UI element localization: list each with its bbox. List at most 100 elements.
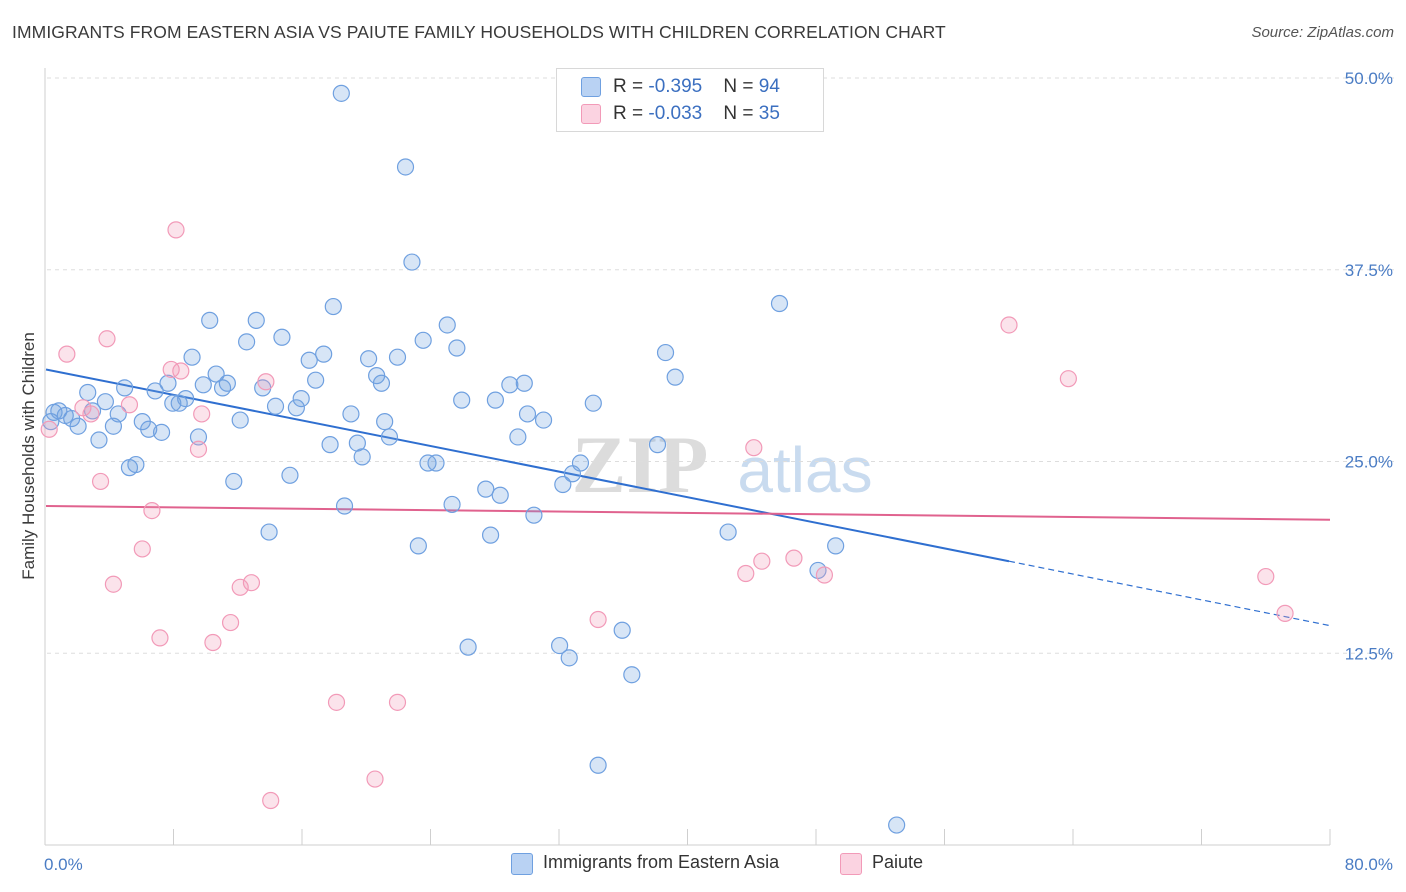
legend-swatch-eastern-asia xyxy=(581,77,601,97)
point-eastern-asia-89 xyxy=(666,368,684,386)
point-eastern-asia-46 xyxy=(332,84,350,102)
point-eastern-asia-19 xyxy=(159,374,177,392)
point-paiute-1 xyxy=(58,345,76,363)
point-eastern-asia-82 xyxy=(571,454,590,472)
point-eastern-asia-76 xyxy=(525,506,543,524)
legend-label-paiute: Paiute xyxy=(872,852,924,872)
grid-lines xyxy=(47,77,1394,654)
point-eastern-asia-54 xyxy=(376,413,394,431)
series-legend: Immigrants from Eastern Asia Paiute xyxy=(0,851,1406,877)
point-eastern-asia-74 xyxy=(515,374,533,392)
point-eastern-asia-27 xyxy=(207,365,225,383)
r-value: -0.395 xyxy=(648,76,703,97)
point-paiute-14 xyxy=(189,440,208,458)
point-eastern-asia-91 xyxy=(770,294,789,313)
watermark: ZIP atlas xyxy=(572,419,873,510)
point-paiute-31 xyxy=(1000,316,1018,334)
n-label: N = xyxy=(723,103,759,124)
point-eastern-asia-48 xyxy=(342,405,360,423)
point-eastern-asia-86 xyxy=(623,666,641,684)
r-label: R = xyxy=(613,103,649,124)
point-eastern-asia-45 xyxy=(324,297,342,316)
point-eastern-asia-44 xyxy=(321,436,339,454)
source-credit: Source: ZipAtlas.com xyxy=(1251,24,1394,41)
point-eastern-asia-14 xyxy=(127,455,145,474)
y-tick-label-2: 37.5% xyxy=(1345,261,1393,280)
point-eastern-asia-75 xyxy=(518,405,537,423)
y-tick-label-1: 25.0% xyxy=(1345,453,1393,472)
point-paiute-21 xyxy=(262,791,280,810)
point-paiute-6 xyxy=(104,575,123,593)
legend-swatch-paiute xyxy=(581,104,601,124)
point-paiute-9 xyxy=(143,501,161,520)
point-eastern-asia-33 xyxy=(247,311,265,329)
tick-labels: 12.5% 25.0% 37.5% 50.0% 0.0% 80.0% xyxy=(44,69,1393,874)
point-eastern-asia-59 xyxy=(409,537,427,555)
point-paiute-8 xyxy=(133,540,151,558)
point-eastern-asia-78 xyxy=(550,636,569,655)
point-eastern-asia-16 xyxy=(140,420,158,438)
point-eastern-asia-25 xyxy=(194,376,212,394)
point-eastern-asia-80 xyxy=(560,649,578,667)
point-paiute-5 xyxy=(98,330,116,348)
correlation-legend: R = -0.395 N = 94 R = -0.033 N = 35 xyxy=(556,68,824,132)
point-eastern-asia-23 xyxy=(183,348,201,366)
watermark-zip: ZIP xyxy=(572,419,709,510)
point-eastern-asia-11 xyxy=(109,405,127,423)
point-eastern-asia-66 xyxy=(453,391,471,409)
point-eastern-asia-56 xyxy=(388,348,407,366)
point-eastern-asia-17 xyxy=(146,382,164,400)
point-eastern-asia-24 xyxy=(189,428,208,446)
point-eastern-asia-47 xyxy=(335,497,354,515)
point-paiute-19 xyxy=(242,574,261,592)
point-eastern-asia-50 xyxy=(353,448,371,466)
point-eastern-asia-51 xyxy=(360,350,378,368)
x-tick-label-max: 80.0% xyxy=(1345,855,1393,874)
point-paiute-18 xyxy=(231,578,249,596)
point-paiute-22 xyxy=(327,693,346,711)
point-paiute-3 xyxy=(82,405,100,423)
point-paiute-23 xyxy=(366,770,384,788)
point-eastern-asia-55 xyxy=(380,428,399,446)
point-eastern-asia-70 xyxy=(486,391,504,409)
point-paiute-13 xyxy=(172,362,190,380)
point-paiute-24 xyxy=(388,693,407,711)
point-eastern-asia-67 xyxy=(459,638,477,656)
point-eastern-asia-38 xyxy=(281,466,299,484)
point-eastern-asia-30 xyxy=(225,472,243,491)
point-paiute-16 xyxy=(204,633,222,652)
point-paiute-7 xyxy=(120,396,139,414)
data-points xyxy=(40,84,1294,834)
point-paiute-15 xyxy=(193,405,211,423)
point-eastern-asia-36 xyxy=(266,397,285,415)
r-value: -0.033 xyxy=(648,103,703,124)
legend-swatch-paiute xyxy=(840,853,862,875)
point-eastern-asia-72 xyxy=(501,376,519,394)
point-eastern-asia-40 xyxy=(292,390,310,408)
point-eastern-asia-77 xyxy=(534,411,553,429)
axes xyxy=(44,68,1331,846)
point-paiute-27 xyxy=(745,439,763,457)
y-axis-label: Family Households with Children xyxy=(19,332,38,580)
point-eastern-asia-94 xyxy=(888,816,906,834)
point-paiute-25 xyxy=(589,610,607,629)
point-eastern-asia-37 xyxy=(273,328,291,346)
point-eastern-asia-29 xyxy=(218,374,236,392)
point-paiute-30 xyxy=(815,566,834,584)
trend-line-eastern-asia-extension xyxy=(1008,560,1331,627)
point-eastern-asia-53 xyxy=(372,374,391,392)
point-eastern-asia-87 xyxy=(648,436,667,454)
point-eastern-asia-73 xyxy=(509,428,527,446)
point-eastern-asia-31 xyxy=(231,411,249,429)
point-eastern-asia-93 xyxy=(827,537,845,555)
point-eastern-asia-64 xyxy=(443,495,461,514)
n-value: 94 xyxy=(758,76,780,97)
point-eastern-asia-12 xyxy=(116,379,134,397)
legend-label-eastern-asia: Immigrants from Eastern Asia xyxy=(543,852,780,872)
point-eastern-asia-84 xyxy=(589,756,607,774)
point-paiute-10 xyxy=(151,629,169,647)
point-eastern-asia-60 xyxy=(414,331,432,349)
point-paiute-34 xyxy=(1276,604,1294,622)
point-eastern-asia-65 xyxy=(448,339,466,357)
point-eastern-asia-69 xyxy=(481,526,500,544)
